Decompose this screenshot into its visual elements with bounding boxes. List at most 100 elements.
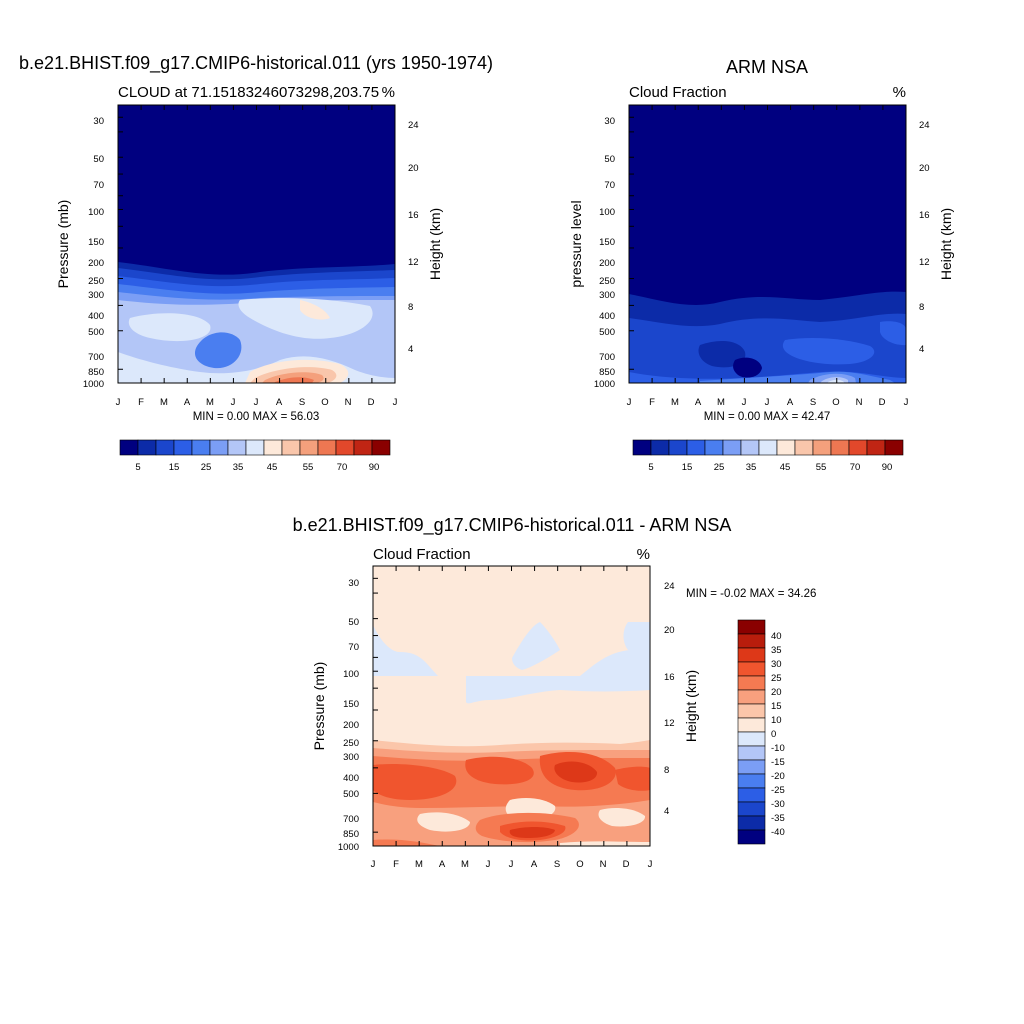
x-tick-label: J bbox=[627, 397, 632, 408]
colorbar-swatch bbox=[737, 745, 766, 761]
panel-diff-contours bbox=[373, 566, 650, 846]
x-tick-label: O bbox=[576, 859, 583, 870]
y-tick-label: 400 bbox=[343, 773, 359, 784]
y-tick-label: 500 bbox=[88, 327, 104, 338]
x-tick-label: A bbox=[184, 397, 191, 408]
x-tick-label: D bbox=[623, 859, 630, 870]
y-tick-label: 300 bbox=[343, 752, 359, 763]
y-tick-label: 100 bbox=[599, 207, 615, 218]
colorbar-label: 55 bbox=[816, 462, 827, 473]
colorbar-swatch bbox=[650, 439, 670, 456]
x-tick-label: O bbox=[321, 397, 328, 408]
panel-diff-title: b.e21.BHIST.f09_g17.CMIP6-historical.011… bbox=[293, 515, 732, 536]
colorbar-swatch bbox=[776, 439, 796, 456]
colorbar-label: 40 bbox=[771, 631, 782, 642]
height-tick-label: 4 bbox=[664, 806, 669, 817]
colorbar-label: 25 bbox=[714, 462, 725, 473]
y-tick-label: 200 bbox=[88, 258, 104, 269]
colorbar-label: 15 bbox=[169, 462, 180, 473]
x-tick-label: J bbox=[904, 397, 909, 408]
x-tick-label: S bbox=[810, 397, 816, 408]
colorbar-label: 70 bbox=[850, 462, 861, 473]
x-tick-label: M bbox=[461, 859, 469, 870]
x-tick-label: J bbox=[116, 397, 121, 408]
colorbar-label: -20 bbox=[771, 771, 785, 782]
colorbar-swatch bbox=[704, 439, 724, 456]
axis-ticks bbox=[372, 565, 651, 846]
panel-model-title: b.e21.BHIST.f09_g17.CMIP6-historical.011… bbox=[19, 53, 493, 74]
colorbar-swatch bbox=[848, 439, 868, 456]
panel-obs: ARM NSA Cloud Fraction % J F M A M J J bbox=[568, 57, 954, 473]
panel-obs-y-axis-label: pressure level bbox=[568, 200, 584, 287]
y-tick-label: 1000 bbox=[338, 842, 359, 853]
panel-diff-colorbar: 40 35 30 25 20 15 10 0 -10 -15 -20 -25 -… bbox=[737, 619, 785, 845]
x-tick-label: A bbox=[531, 859, 538, 870]
x-tick-label: F bbox=[138, 397, 144, 408]
colorbar-label: 35 bbox=[233, 462, 244, 473]
colorbar-swatch bbox=[737, 689, 766, 705]
colorbar-swatch bbox=[227, 439, 247, 456]
y-tick-label: 200 bbox=[343, 720, 359, 731]
height-tick-label: 4 bbox=[919, 344, 924, 355]
panel-diff-min-max: MIN = -0.02 MAX = 34.26 bbox=[686, 588, 816, 600]
colorbar-swatch bbox=[371, 439, 391, 456]
y-tick-label: 300 bbox=[599, 290, 615, 301]
y-tick-label: 250 bbox=[88, 276, 104, 287]
panel-obs-y-ticks: 30 50 70 100 150 200 250 300 400 500 700… bbox=[594, 116, 615, 390]
height-tick-label: 12 bbox=[664, 718, 675, 729]
panel-diff: b.e21.BHIST.f09_g17.CMIP6-historical.011… bbox=[293, 515, 817, 870]
x-tick-label: D bbox=[368, 397, 375, 408]
x-tick-label: J bbox=[254, 397, 259, 408]
panel-model-colorbar: 5 15 25 35 45 55 70 90 bbox=[119, 439, 391, 473]
x-tick-label: A bbox=[276, 397, 283, 408]
colorbar-swatch bbox=[737, 675, 766, 691]
colorbar-swatch bbox=[737, 801, 766, 817]
colorbar-swatch bbox=[737, 773, 766, 789]
panel-model-left-label: CLOUD at 71.15183246073298,203.75 bbox=[118, 84, 379, 101]
y-tick-label: 250 bbox=[343, 738, 359, 749]
y-tick-label: 1000 bbox=[594, 379, 615, 390]
height-tick-label: 16 bbox=[664, 672, 675, 683]
colorbar-label: 25 bbox=[201, 462, 212, 473]
colorbar-swatch bbox=[866, 439, 886, 456]
colorbar-swatch bbox=[737, 619, 766, 635]
height-tick-label: 4 bbox=[408, 344, 413, 355]
x-tick-label: S bbox=[299, 397, 305, 408]
x-tick-label: A bbox=[439, 859, 446, 870]
x-tick-label: M bbox=[206, 397, 214, 408]
panel-obs-contours bbox=[629, 105, 906, 383]
height-tick-label: 24 bbox=[919, 120, 930, 131]
colorbar-swatch bbox=[317, 439, 337, 456]
x-tick-label: N bbox=[600, 859, 607, 870]
colorbar-label: 55 bbox=[303, 462, 314, 473]
y-tick-label: 50 bbox=[604, 154, 615, 165]
height-tick-label: 12 bbox=[408, 257, 419, 268]
panel-obs-y-right-axis-label: Height (km) bbox=[938, 208, 954, 280]
panel-model: b.e21.BHIST.f09_g17.CMIP6-historical.011… bbox=[19, 53, 493, 473]
colorbar-label: -10 bbox=[771, 743, 785, 754]
colorbar-label: 45 bbox=[267, 462, 278, 473]
colorbar-swatch bbox=[740, 439, 760, 456]
x-tick-label: O bbox=[832, 397, 839, 408]
panel-model-contours bbox=[118, 105, 395, 383]
colorbar-swatch bbox=[191, 439, 211, 456]
panel-model-min-max: MIN = 0.00 MAX = 56.03 bbox=[193, 411, 320, 423]
panel-diff-y-axis-label: Pressure (mb) bbox=[311, 662, 327, 751]
x-tick-label: S bbox=[554, 859, 560, 870]
colorbar-label: 35 bbox=[771, 645, 782, 656]
x-tick-label: J bbox=[765, 397, 770, 408]
panel-obs-colorbar: 5 15 25 35 45 55 70 90 bbox=[632, 439, 904, 473]
colorbar-label: 90 bbox=[369, 462, 380, 473]
y-tick-label: 700 bbox=[599, 352, 615, 363]
colorbar-swatch bbox=[335, 439, 355, 456]
y-tick-label: 850 bbox=[599, 367, 615, 378]
y-tick-label: 150 bbox=[88, 237, 104, 248]
height-tick-label: 20 bbox=[919, 163, 930, 174]
height-tick-label: 20 bbox=[408, 163, 419, 174]
colorbar-swatch bbox=[737, 815, 766, 831]
colorbar-swatch bbox=[299, 439, 319, 456]
colorbar-swatch bbox=[722, 439, 742, 456]
colorbar-label: -35 bbox=[771, 813, 785, 824]
panel-model-y-right-ticks: 4 8 12 16 20 24 bbox=[408, 120, 419, 355]
